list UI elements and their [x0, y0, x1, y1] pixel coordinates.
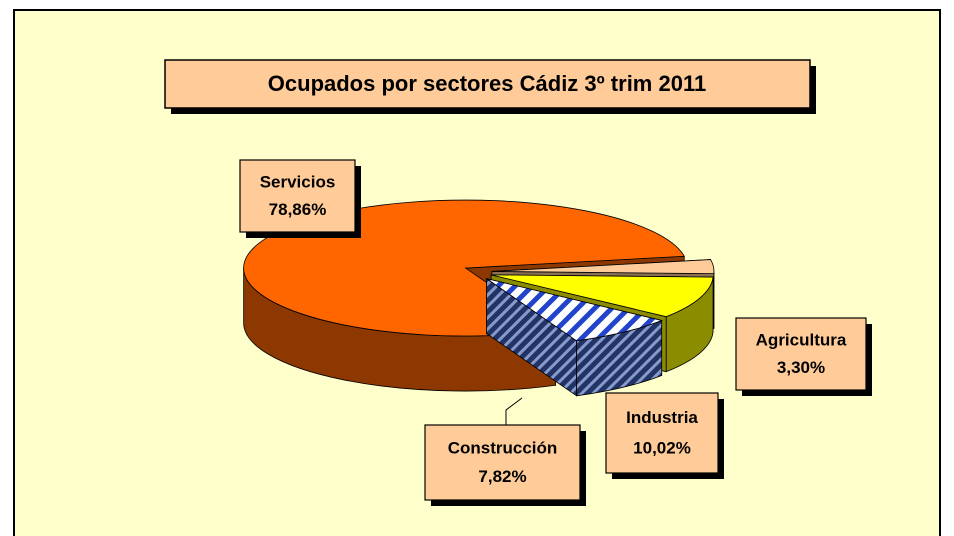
label-name: Industria [626, 408, 698, 427]
slice [491, 259, 715, 275]
label-value: 7,82% [478, 467, 526, 486]
label-name: Agricultura [756, 331, 847, 350]
label-box [605, 392, 719, 474]
label-box [424, 424, 581, 501]
label-name: Construcción [448, 438, 558, 457]
slice [491, 274, 714, 318]
label-value: 3,30% [777, 358, 825, 377]
labels: Agricultura 3,30% Industria 10,02% Construcc… [239, 159, 872, 506]
title-box [164, 59, 811, 109]
chart-title: Ocupados por sectores Cádiz 3º trim 2011 [268, 71, 706, 96]
label-box [735, 317, 867, 391]
label-box [239, 159, 356, 233]
label-value: 10,02% [633, 438, 691, 457]
label-name: Servicios [260, 173, 336, 192]
label-value: 78,86% [269, 200, 327, 219]
slice [486, 278, 663, 342]
leader-line [505, 397, 523, 425]
